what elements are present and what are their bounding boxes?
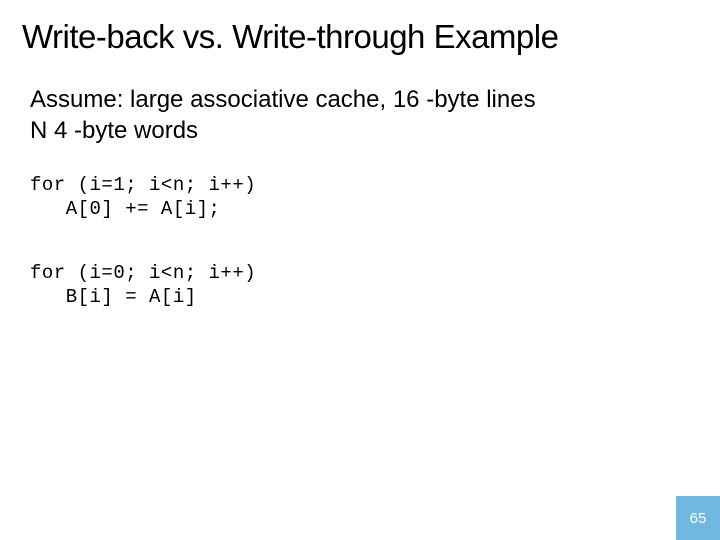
code-block-1: for (i=1; i<n; i++) A[0] += A[i];	[22, 174, 698, 222]
subtitle-line-1: Assume: large associative cache, 16 -byt…	[30, 84, 698, 115]
page-number-badge: 65	[676, 496, 720, 540]
slide-container: Write-back vs. Write-through Example Ass…	[0, 0, 720, 540]
subtitle-line-2: N 4 -byte words	[30, 115, 698, 146]
code-block-2: for (i=0; i<n; i++) B[i] = A[i]	[22, 262, 698, 310]
slide-subtitle: Assume: large associative cache, 16 -byt…	[22, 84, 698, 146]
slide-title: Write-back vs. Write-through Example	[22, 18, 698, 56]
